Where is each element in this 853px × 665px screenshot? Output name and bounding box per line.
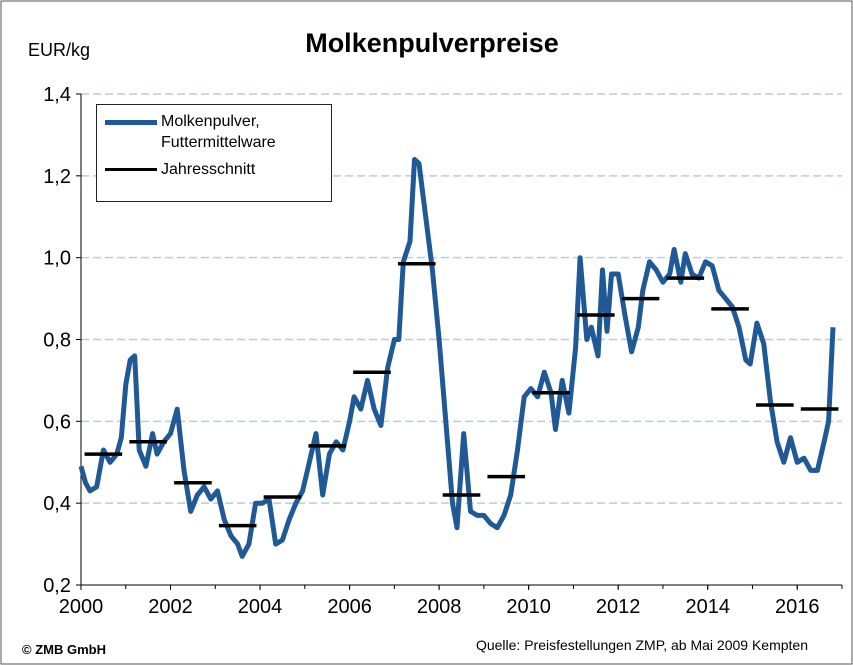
- footer: © ZMB GmbH: [22, 642, 106, 657]
- source: Quelle: Preisfestellungen ZMP, ab Mai 20…: [476, 637, 808, 653]
- y-axis-label: EUR/kg: [28, 40, 90, 60]
- legend-label: Jahresschnitt: [161, 161, 256, 178]
- line: [78, 157, 836, 559]
- y-tick-label: 1,0: [43, 248, 71, 270]
- y-tick-label: 0,8: [43, 330, 71, 352]
- legend-label: Molkenpulver, Futtermittelware: [161, 113, 276, 151]
- x-tick-label: 2000: [59, 596, 104, 618]
- y-tick-label: 0,2: [43, 575, 71, 597]
- x-tick-label: 2016: [775, 596, 820, 618]
- x-tick-label: 2014: [685, 596, 730, 618]
- legend-swatch: [105, 168, 157, 171]
- y-tick-label: 1,4: [43, 84, 71, 106]
- legend: Molkenpulver, Futtermittelware Jahresschn…: [96, 104, 332, 202]
- y-tick-label: 1,2: [43, 166, 71, 188]
- y-tick-label: 0,6: [43, 411, 71, 433]
- legend-swatch: [105, 120, 157, 125]
- x-tick-label: 2012: [596, 596, 641, 618]
- x-tick-label: 2010: [506, 596, 551, 618]
- chart-title: Molkenpulverpreise: [305, 28, 559, 58]
- x-tick-label: 2004: [238, 596, 283, 618]
- y-tick-label: 0,4: [43, 493, 71, 515]
- x-tick-label: 2008: [417, 596, 462, 618]
- x-tick-label: 2002: [148, 596, 193, 618]
- x-tick-label: 2006: [327, 596, 372, 618]
